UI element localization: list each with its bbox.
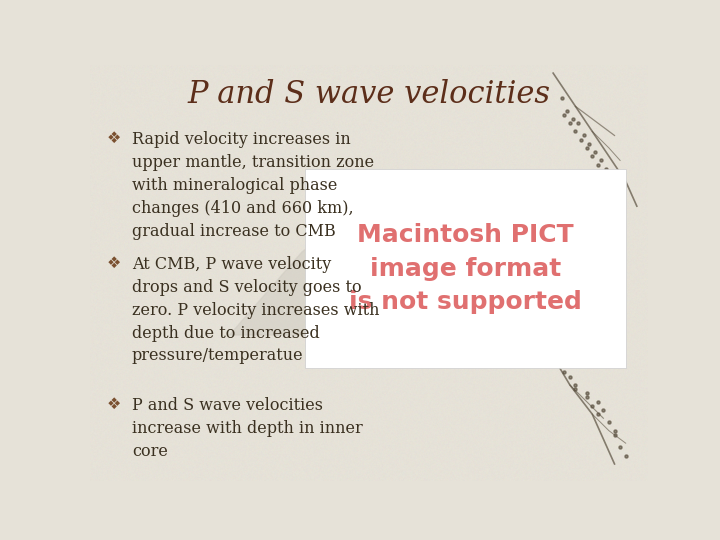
Text: ❖: ❖ bbox=[107, 256, 121, 271]
Text: ❖: ❖ bbox=[107, 397, 121, 413]
Point bbox=[559, 110, 570, 119]
Point bbox=[598, 168, 609, 177]
Point bbox=[564, 373, 576, 381]
Point bbox=[575, 136, 587, 144]
Polygon shape bbox=[230, 210, 593, 335]
Point bbox=[592, 160, 603, 169]
Point bbox=[587, 401, 598, 410]
Point bbox=[581, 393, 593, 402]
Point bbox=[570, 381, 581, 389]
Point bbox=[556, 94, 567, 103]
Point bbox=[562, 106, 573, 115]
Point bbox=[570, 127, 581, 136]
Point bbox=[620, 451, 631, 460]
Point bbox=[587, 152, 598, 160]
Point bbox=[598, 406, 609, 414]
Point bbox=[578, 131, 590, 140]
Point bbox=[581, 389, 593, 397]
Point bbox=[592, 397, 603, 406]
Point bbox=[553, 360, 564, 368]
Point bbox=[600, 164, 612, 173]
Point bbox=[603, 177, 615, 186]
Point bbox=[609, 427, 621, 435]
Point bbox=[589, 148, 600, 157]
Point bbox=[559, 368, 570, 377]
Point bbox=[564, 119, 576, 127]
Point bbox=[609, 430, 621, 439]
Text: At CMB, P wave velocity
drops and S velocity goes to
zero. P velocity increases : At CMB, P wave velocity drops and S velo… bbox=[132, 256, 379, 364]
Point bbox=[570, 385, 581, 394]
Point bbox=[584, 139, 595, 148]
Point bbox=[595, 156, 606, 165]
Point bbox=[572, 119, 584, 127]
Text: P and S wave velocities: P and S wave velocities bbox=[187, 79, 551, 110]
Text: Rapid velocity increases in
upper mantle, transition zone
with mineralogical pha: Rapid velocity increases in upper mantle… bbox=[132, 131, 374, 240]
Point bbox=[567, 114, 578, 123]
Point bbox=[603, 418, 615, 427]
FancyBboxPatch shape bbox=[305, 168, 626, 368]
Point bbox=[614, 443, 626, 451]
Text: ❖: ❖ bbox=[107, 131, 121, 146]
Point bbox=[592, 410, 603, 418]
Text: Macintosh PICT
image format
is not supported: Macintosh PICT image format is not suppo… bbox=[348, 223, 582, 314]
Point bbox=[581, 144, 593, 152]
Text: P and S wave velocities
increase with depth in inner
core: P and S wave velocities increase with de… bbox=[132, 397, 363, 460]
